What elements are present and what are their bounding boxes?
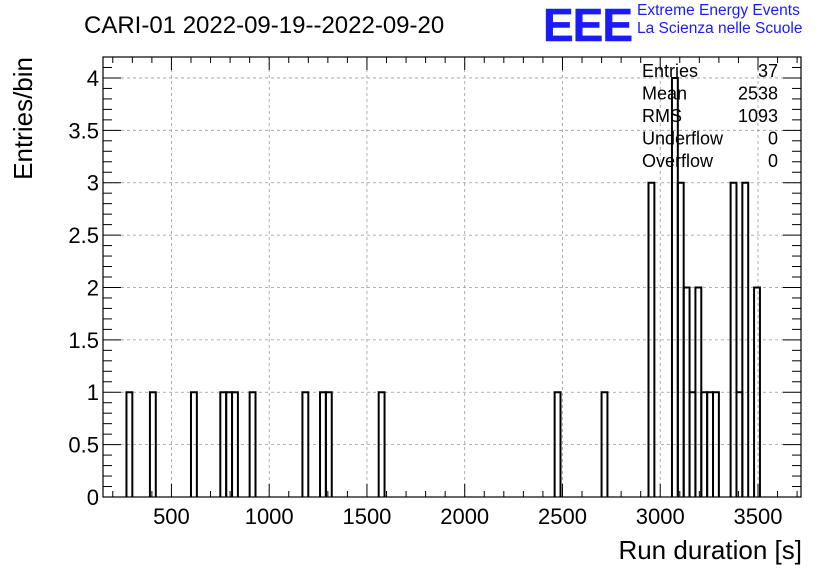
eee-logo-mark: EEE bbox=[543, 0, 634, 51]
histogram-bin bbox=[753, 286, 761, 497]
stats-label: Overflow bbox=[642, 151, 714, 171]
y-axis: 0 0.5 1 1.5 2 2.5 3 3.5 4 bbox=[68, 56, 801, 510]
x-tick-label: 3000 bbox=[636, 504, 685, 529]
histogram-bin bbox=[600, 391, 609, 497]
y-tick-label: 3.5 bbox=[68, 118, 99, 143]
y-axis-label: Entries/bin bbox=[8, 57, 38, 180]
histogram-bin bbox=[301, 391, 310, 497]
x-tick-label: 2500 bbox=[538, 504, 587, 529]
histogram-bin bbox=[377, 391, 386, 497]
y-tick-label: 2 bbox=[87, 275, 99, 300]
histogram-bin bbox=[553, 391, 562, 497]
eee-logo: EEE Extreme Energy Events La Scienza nel… bbox=[543, 0, 803, 51]
stats-value: 37 bbox=[758, 61, 778, 81]
histogram-bin bbox=[729, 181, 738, 497]
histogram-bin bbox=[231, 391, 239, 497]
stats-box: Entries 37 Mean 2538 RMS 1093 Underflow 0 Overfl… bbox=[642, 61, 778, 171]
histogram-bin bbox=[148, 391, 157, 497]
stats-label: Mean bbox=[642, 84, 687, 104]
stats-value: 0 bbox=[768, 129, 778, 149]
x-tick-label: 500 bbox=[153, 504, 190, 529]
x-tick-label: 3500 bbox=[734, 504, 783, 529]
stats-value: 1093 bbox=[738, 106, 778, 126]
x-tick-label: 2000 bbox=[440, 504, 489, 529]
y-tick-label: 0.5 bbox=[68, 433, 99, 458]
stats-label: RMS bbox=[642, 106, 682, 126]
stats-value: 0 bbox=[768, 151, 778, 171]
x-tick-label: 1500 bbox=[342, 504, 391, 529]
logo-line-2: La Scienza nelle Scuole bbox=[637, 20, 803, 37]
histogram-bin bbox=[712, 391, 720, 497]
chart-title: CARI-01 2022-09-19--2022-09-20 bbox=[84, 12, 444, 39]
histogram-bin bbox=[741, 181, 750, 497]
y-tick-label: 4 bbox=[87, 66, 99, 91]
x-axis: 500 1000 1500 2000 2500 3000 3500 bbox=[112, 57, 798, 529]
histogram-bin bbox=[125, 391, 134, 497]
stats-value: 2538 bbox=[738, 84, 778, 104]
histogram-bins bbox=[125, 76, 761, 497]
x-tick-label: 1000 bbox=[245, 504, 294, 529]
eee-logo-text: Extreme Energy Events La Scienza nelle S… bbox=[637, 2, 802, 38]
histogram-bin bbox=[189, 391, 198, 497]
y-tick-label: 1 bbox=[87, 380, 99, 405]
y-tick-label: 3 bbox=[87, 171, 99, 196]
histogram-bin bbox=[647, 181, 656, 497]
histogram-bin bbox=[248, 391, 257, 497]
y-tick-label: 0 bbox=[87, 485, 99, 510]
histogram-bin bbox=[324, 391, 333, 497]
stats-label: Entries bbox=[642, 61, 698, 81]
y-tick-label: 1.5 bbox=[68, 328, 99, 353]
y-tick-label: 2.5 bbox=[68, 223, 99, 248]
logo-line-1: Extreme Energy Events bbox=[637, 2, 800, 19]
stats-label: Underflow bbox=[642, 129, 724, 149]
x-axis-label: Run duration [s] bbox=[618, 535, 802, 565]
